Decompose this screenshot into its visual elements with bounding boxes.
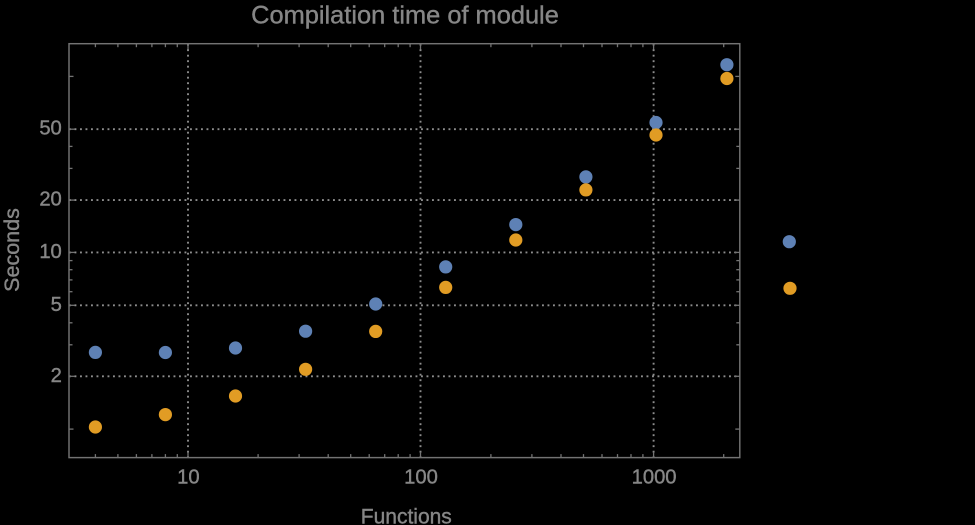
svg-text:20: 20 <box>39 188 61 210</box>
svg-text:Seconds: Seconds <box>0 208 24 292</box>
svg-text:10: 10 <box>39 241 61 263</box>
svg-text:50: 50 <box>39 118 61 140</box>
svg-text:Compilation time of module: Compilation time of module <box>251 2 559 30</box>
svg-text:Functions: Functions <box>361 505 452 525</box>
svg-text:100: 100 <box>404 467 438 489</box>
svg-text:1000: 1000 <box>632 467 677 489</box>
svg-text:10: 10 <box>177 467 199 489</box>
svg-text:2: 2 <box>51 365 62 387</box>
svg-text:5: 5 <box>51 294 62 316</box>
